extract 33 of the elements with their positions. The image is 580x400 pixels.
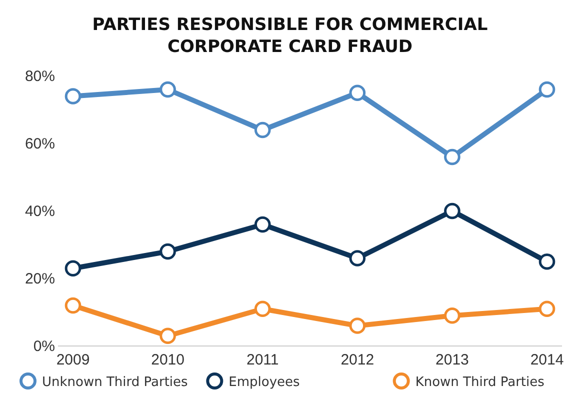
- x-tick-label: 2014: [530, 352, 564, 369]
- y-tick-label: 0%: [33, 338, 55, 355]
- legend-label: Unknown Third Parties: [42, 375, 188, 390]
- point: [64, 88, 82, 104]
- point: [160, 243, 176, 260]
- point: [254, 300, 271, 318]
- point: [538, 300, 556, 318]
- y-tick-label: 20%: [24, 270, 55, 288]
- point: [349, 318, 366, 334]
- point: [444, 148, 460, 166]
- point: [444, 307, 460, 324]
- point: [64, 297, 82, 314]
- x-tick-label: 2009: [56, 352, 90, 369]
- point: [160, 328, 176, 344]
- point: [160, 81, 176, 98]
- point: [349, 84, 366, 102]
- x-tick-label: 2013: [436, 352, 469, 369]
- x-tick-label: 2012: [340, 352, 374, 369]
- x-tick-label: 2010: [151, 352, 184, 369]
- point: [444, 202, 460, 220]
- point: [64, 260, 82, 277]
- x-tick-label: 2011: [246, 352, 279, 369]
- point: [538, 253, 556, 270]
- legend-label: Employees: [228, 375, 300, 390]
- y-tick-label: 80%: [24, 68, 55, 85]
- point: [349, 250, 366, 266]
- legend-label: Known Third Parties: [415, 375, 545, 390]
- point: [254, 122, 271, 138]
- y-tick-label: 60%: [24, 135, 55, 152]
- y-tick-label: 40%: [24, 202, 55, 220]
- point: [538, 81, 556, 98]
- point: [254, 216, 271, 233]
- chart-title: PARTIES RESPONSIBLE FOR COMMERCIAL CORPORATE CARD FRAUD: [92, 15, 488, 57]
